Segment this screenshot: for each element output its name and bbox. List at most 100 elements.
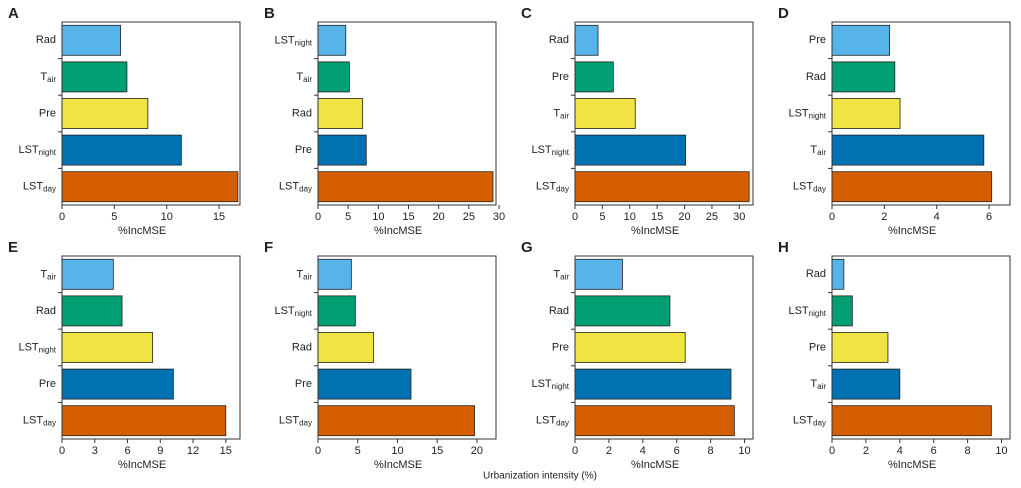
bar [317, 295, 356, 327]
x-tick-label: 0 [315, 445, 321, 457]
bar [574, 98, 636, 129]
plot-frame [61, 21, 241, 206]
x-tick-label: 5 [345, 211, 351, 223]
x-tick-label: 20 [433, 211, 445, 223]
bar [831, 24, 890, 56]
bar [317, 368, 412, 400]
y-tick-label: LSTday [536, 181, 569, 194]
y-tick-label: Tair [810, 144, 826, 157]
x-tick-label: 2 [863, 445, 869, 457]
bar [574, 295, 671, 327]
label-sub: air [817, 148, 826, 157]
y-tick-label: Rad [292, 107, 312, 119]
bar [574, 134, 687, 166]
label-base: LST [18, 144, 38, 156]
bar [317, 258, 352, 290]
y-tick-label: Pre [552, 71, 569, 83]
x-tick-label: 8 [708, 445, 714, 457]
y-tick-label: Pre [552, 341, 569, 353]
y-tick-label: Rad [549, 34, 569, 46]
plot-frame [317, 21, 497, 206]
x-tick-label: 2 [881, 211, 887, 223]
panel-letter: H [778, 239, 789, 256]
x-tick-label: 6 [124, 445, 130, 457]
x-tick-label: 0 [59, 445, 65, 457]
y-tick-label: LSTday [279, 181, 312, 194]
x-tick-label: 6 [931, 445, 937, 457]
label-base: LST [531, 144, 551, 156]
panel-letter: G [521, 239, 533, 256]
label-sub: night [295, 38, 313, 47]
bar [317, 134, 367, 166]
x-tick-label: 10 [738, 445, 750, 457]
y-tick-label: LSTday [536, 415, 569, 428]
bar [317, 98, 364, 129]
bar [574, 61, 614, 93]
label-base: LST [536, 181, 556, 193]
label-sub: night [809, 309, 827, 318]
panel-letter: E [8, 239, 18, 256]
x-tick-label: 15 [213, 211, 225, 223]
label-base: LST [531, 378, 551, 390]
label-base: T [40, 71, 47, 83]
x-tick-label: 30 [733, 211, 745, 223]
label-sub: day [813, 185, 826, 194]
x-tick-label: 12 [187, 445, 199, 457]
bar [317, 405, 475, 437]
label-sub: air [47, 272, 56, 281]
y-tick-label: Rad [36, 305, 56, 317]
bar [61, 332, 154, 363]
bar [61, 24, 122, 56]
bar [61, 405, 227, 437]
label-sub: day [43, 419, 56, 428]
bar [831, 134, 985, 166]
label-sub: night [809, 112, 827, 121]
x-tick-label: 0 [572, 211, 578, 223]
bar [831, 171, 993, 203]
y-tick-label: Rad [549, 305, 569, 317]
x-axis-label: %IncMSE [374, 225, 422, 237]
x-tick-label: 15 [431, 445, 443, 457]
y-tick-label: LSTday [23, 415, 56, 428]
label-sub: air [47, 75, 56, 84]
label-base: T [553, 107, 560, 119]
bar [831, 258, 845, 290]
x-axis-label: %IncMSE [631, 225, 679, 237]
x-tick-label: 20 [471, 445, 483, 457]
label-sub: air [303, 75, 312, 84]
x-tick-label: 0 [59, 211, 65, 223]
label-sub: air [560, 272, 569, 281]
panel-letter: D [778, 5, 789, 22]
y-tick-label: Pre [39, 107, 56, 119]
y-tick-label: LSTday [793, 415, 826, 428]
label-sub: night [295, 309, 313, 318]
label-base: LST [536, 415, 556, 427]
x-tick-label: 8 [965, 445, 971, 457]
x-axis-label: %IncMSE [631, 459, 679, 471]
bar [61, 258, 114, 290]
y-tick-label: Tair [40, 268, 56, 281]
label-base: LST [18, 341, 38, 353]
x-tick-label: 0 [829, 211, 835, 223]
panel-letter: F [264, 239, 273, 256]
y-tick-label: Pre [809, 34, 826, 46]
bar [831, 295, 853, 327]
y-tick-label: LSTday [279, 415, 312, 428]
x-tick-label: 10 [391, 445, 403, 457]
bar [831, 98, 901, 129]
caption: Urbanization intensity (%) [483, 471, 597, 482]
x-tick-label: 6 [986, 211, 992, 223]
y-tick-label: Pre [295, 378, 312, 390]
x-tick-label: 4 [640, 445, 646, 457]
bar [831, 405, 992, 437]
x-axis-label: %IncMSE [118, 459, 166, 471]
label-base: LST [793, 181, 813, 193]
label-sub: air [817, 382, 826, 391]
x-tick-label: 10 [995, 445, 1007, 457]
x-axis-label: %IncMSE [374, 459, 422, 471]
bar [574, 171, 750, 203]
label-sub: day [299, 185, 312, 194]
plot-frame [574, 255, 754, 440]
x-axis-label: %IncMSE [888, 225, 936, 237]
